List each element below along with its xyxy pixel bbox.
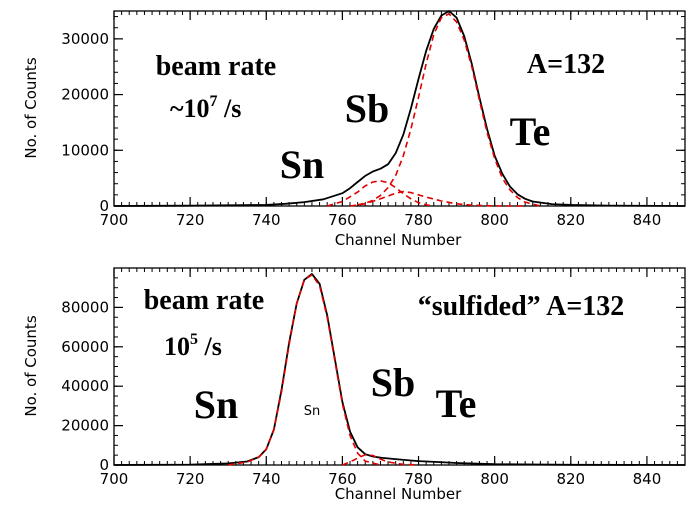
annotation-label: ~107 /s [170, 93, 241, 123]
x-tick-label: 740 [252, 470, 281, 488]
x-tick-label: 840 [633, 211, 662, 229]
x-tick-label: 820 [556, 470, 585, 488]
x-tick-label: 820 [556, 211, 585, 229]
annotation-label: Sn [194, 382, 239, 427]
x-tick-label: 720 [176, 470, 205, 488]
plot-frame [113, 10, 686, 207]
fit-component-curve [357, 13, 541, 207]
y-tick-label: 20000 [61, 86, 109, 104]
x-axis-label: Channel Number [335, 231, 462, 249]
x-tick-label: 720 [176, 211, 205, 229]
y-tick-label: 0 [99, 197, 109, 215]
x-tick-label: 840 [633, 470, 662, 488]
y-tick-label: 20000 [61, 417, 109, 435]
annotation-label: beam rate [144, 285, 265, 316]
x-tick-label: 700 [100, 211, 129, 229]
y-tick-label: 80000 [61, 298, 109, 316]
annotation-label: Te [510, 109, 551, 154]
chart-2: 700 720 740 760 780 800 820 840 0 20000 40000 60000… [22, 267, 686, 503]
x-tick-label: 760 [328, 211, 357, 229]
fit-component-curve [228, 274, 381, 466]
annotation-label: beam rate [156, 51, 277, 82]
y-tick-label: 0 [99, 456, 109, 474]
annotation-label: Sb [371, 360, 416, 405]
y-tick-label: 30000 [61, 30, 109, 48]
fit-component-curve [342, 453, 419, 466]
x-tick-label: 800 [480, 211, 509, 229]
annotation-label: Sn [280, 142, 325, 187]
fit-component-curve [349, 190, 526, 207]
x-axis-label: Channel Number [335, 485, 462, 503]
annotation-label: Sn [304, 404, 321, 419]
fit-component-curve [326, 180, 434, 207]
x-tick-label: 780 [404, 470, 433, 488]
measured-spectrum-curve [113, 10, 686, 207]
annotation-label: Sb [345, 86, 390, 131]
y-axis-label: No. of Counts [22, 57, 40, 158]
x-tick-label: 760 [328, 470, 357, 488]
y-tick-label: 60000 [61, 338, 109, 356]
y-axis-label: No. of Counts [22, 315, 40, 416]
x-tick-label: 700 [100, 470, 129, 488]
chart-1: 700 720 740 760 780 800 820 840 0 10000 20000 30000… [22, 10, 686, 249]
annotation-label: A=132 [527, 49, 605, 80]
y-tick-label: 10000 [61, 141, 109, 159]
x-tick-label: 800 [480, 470, 509, 488]
annotation-label: Te [436, 381, 477, 426]
x-tick-label: 740 [252, 211, 281, 229]
annotation-label: 105 /s [164, 331, 222, 361]
y-tick-label: 40000 [61, 377, 109, 395]
x-tick-label: 780 [404, 211, 433, 229]
annotation-label: “sulfided” A=132 [418, 291, 625, 322]
